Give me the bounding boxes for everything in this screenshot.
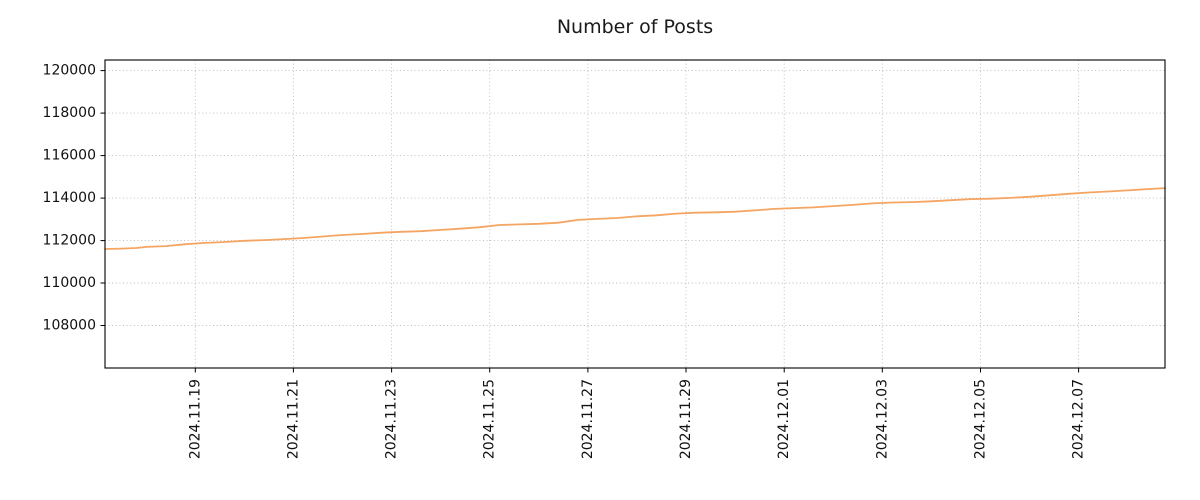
x-tick-label: 2024.12.05 bbox=[973, 379, 989, 459]
x-tick-label: 2024.11.23 bbox=[384, 379, 400, 459]
x-tick-label: 2024.11.27 bbox=[580, 379, 596, 459]
series-line-posts bbox=[104, 187, 1166, 250]
x-tick-label: 2024.12.03 bbox=[874, 379, 890, 459]
x-tick-label: 2024.11.19 bbox=[187, 379, 203, 459]
y-tick-label: 110000 bbox=[43, 275, 96, 291]
x-tick-label: 2024.11.21 bbox=[285, 379, 301, 459]
y-tick-label: 120000 bbox=[43, 63, 96, 79]
y-tick-label: 118000 bbox=[43, 105, 96, 121]
x-tick-label: 2024.12.01 bbox=[776, 379, 792, 459]
y-tick-label: 108000 bbox=[43, 318, 96, 334]
chart-title: Number of Posts bbox=[556, 16, 714, 38]
axes-frame bbox=[104, 59, 1166, 369]
x-tick-label: 2024.12.07 bbox=[1071, 379, 1087, 459]
y-tick-label: 116000 bbox=[43, 148, 96, 164]
x-tick-label: 2024.11.29 bbox=[678, 379, 694, 459]
y-tick-label: 114000 bbox=[43, 190, 96, 206]
y-tick-label: 112000 bbox=[43, 233, 96, 249]
x-tick-label: 2024.11.25 bbox=[482, 379, 498, 459]
